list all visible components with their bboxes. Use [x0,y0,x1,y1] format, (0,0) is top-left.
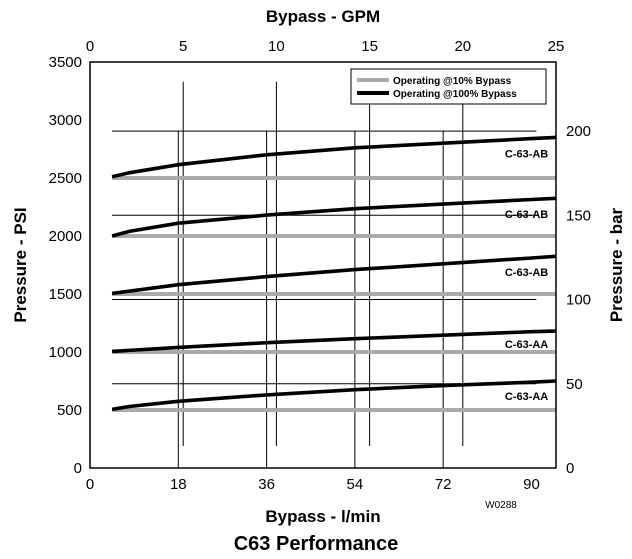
bottom-x-axis-title: Bypass - l/min [265,507,380,526]
series-lines [111,135,557,412]
series-line-100-bypass [111,135,557,179]
series-line-100-bypass [111,379,557,412]
x-top-tick-label: 10 [268,38,285,55]
x-top-tick-label: 0 [86,38,94,55]
y-left-tick-label: 1500 [49,286,82,303]
x-bottom-tick-label: 72 [435,476,452,493]
y-right-tick-label: 200 [566,123,591,140]
plot-area-frame [89,61,557,469]
figure-code: W0288 [485,500,517,511]
x-top-tick-label: 20 [454,38,471,55]
y-left-tick-label: 500 [57,402,82,419]
top-x-axis-title: Bypass - GPM [266,7,380,26]
right-y-axis-title: Pressure - bar [607,207,626,322]
curve-label: C-63-AB [505,209,548,221]
y-left-tick-label: 2000 [49,228,82,245]
y-left-tick-label: 0 [74,460,82,477]
chart-title: C63 Performance [234,533,399,555]
curve-label: C-63-AB [505,149,548,161]
y-right-tick-label: 100 [566,292,591,309]
y-right-tick-label: 0 [566,460,574,477]
axis-ticks: 0 18 36 54 72 900 5 10 15 20 250500100015002000250… [49,38,591,493]
x-bottom-tick-label: 18 [170,476,187,493]
x-top-tick-label: 25 [548,38,565,55]
grid-lines [112,81,537,468]
x-top-tick-label: 15 [361,38,378,55]
curve-label: C-63-AA [505,391,548,403]
y-right-tick-label: 150 [566,207,591,224]
y-left-tick-label: 3500 [49,54,82,71]
legend-entry-label: Operating @100% Bypass [393,89,517,100]
x-bottom-tick-label: 36 [258,476,275,493]
x-bottom-tick-label: 0 [86,476,94,493]
curve-labels: C-63-AB C-63-AB C-63-AB C-63-AA C-63-AA [505,149,548,403]
y-left-tick-label: 3000 [49,112,82,129]
series-line-100-bypass [111,329,557,354]
left-y-axis-title: Pressure - PSI [11,207,30,322]
x-bottom-tick-label: 54 [347,476,364,493]
y-left-tick-label: 2500 [49,170,82,187]
legend-box [350,68,547,105]
legend-entry-label: Operating @10% Bypass [393,76,512,87]
x-bottom-tick-label: 90 [523,476,540,493]
x-top-tick-label: 5 [179,38,187,55]
curve-label: C-63-AB [505,267,548,279]
curve-label: C-63-AA [505,339,548,351]
legend: Operating @10% Bypass Operating @100% Byp… [350,68,547,105]
series-line-100-bypass [111,196,557,238]
y-left-tick-label: 1000 [49,344,82,361]
series-line-100-bypass [111,254,557,296]
y-right-tick-label: 50 [566,376,583,393]
